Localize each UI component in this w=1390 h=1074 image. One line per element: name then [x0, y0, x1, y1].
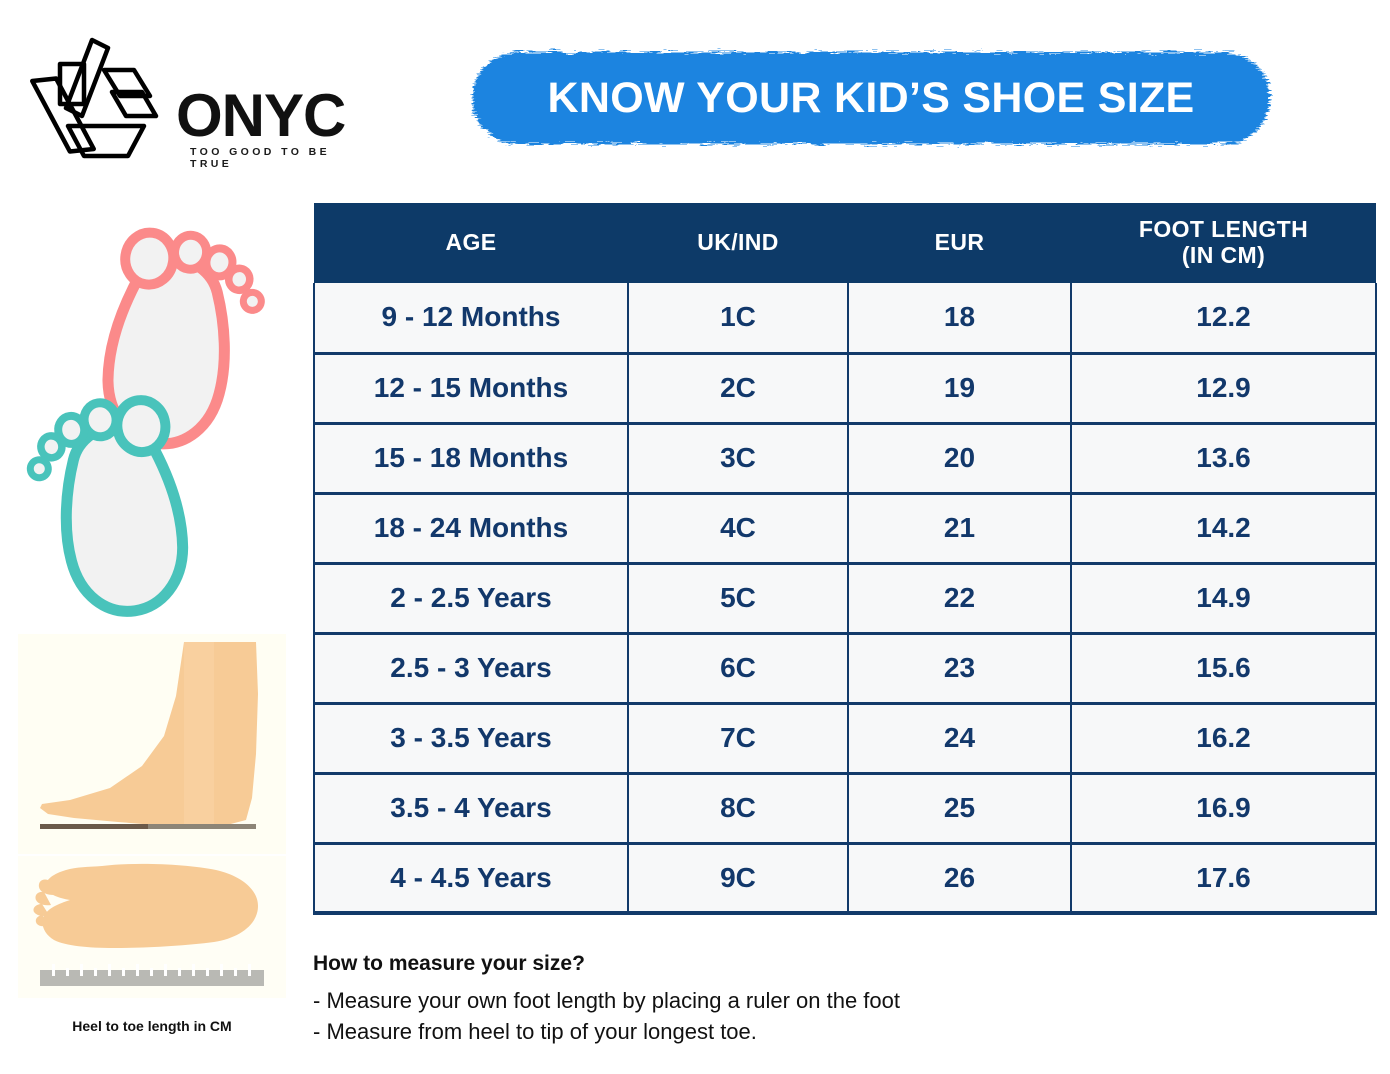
cell-length: 12.9 [1071, 353, 1377, 425]
cell-age: 18 - 24 Months [313, 493, 629, 565]
ruler-icon [40, 964, 264, 986]
cell-age: 15 - 18 Months [313, 423, 629, 495]
column-header-foot-length-unit: (IN CM) [1181, 242, 1266, 268]
cell-uk: 2C [628, 353, 849, 425]
cell-eur: 25 [848, 773, 1072, 845]
cell-uk: 8C [628, 773, 849, 845]
footprint-pink-icon [102, 227, 265, 450]
column-header-foot-length-label: FOOT LENGTH [1138, 216, 1309, 243]
table-row: 2 - 2.5 Years 5C 22 14.9 [313, 563, 1377, 635]
baby-footprints-illustration [18, 218, 288, 633]
cell-length: 14.9 [1071, 563, 1377, 635]
cell-length: 16.2 [1071, 703, 1377, 775]
cell-eur: 24 [848, 703, 1072, 775]
cell-length: 17.6 [1071, 843, 1377, 915]
logo-tagline: TOO GOOD TO BE TRUE [190, 146, 330, 170]
cell-age: 12 - 15 Months [313, 353, 629, 425]
cell-eur: 23 [848, 633, 1072, 705]
foot-outline-icon [33, 863, 258, 948]
table-header-row: AGE UK/IND EUR FOOT LENGTH (IN CM) [314, 203, 1376, 283]
cell-uk: 4C [628, 493, 849, 565]
column-header-uk-ind-label: UK/IND [697, 229, 779, 256]
table-row: 18 - 24 Months 4C 21 14.2 [313, 493, 1377, 565]
table-row: 2.5 - 3 Years 6C 23 15.6 [313, 633, 1377, 705]
table-row: 4 - 4.5 Years 9C 26 17.6 [313, 843, 1377, 915]
cell-age: 2 - 2.5 Years [313, 563, 629, 635]
cell-length: 15.6 [1071, 633, 1377, 705]
column-header-age: AGE [314, 203, 628, 283]
column-header-uk-ind: UK/IND [628, 203, 848, 283]
cell-eur: 21 [848, 493, 1072, 565]
cell-length: 14.2 [1071, 493, 1377, 565]
cell-age: 3.5 - 4 Years [313, 773, 629, 845]
footprint-teal-icon [26, 395, 189, 617]
instructions-heading: How to measure your size? [313, 952, 585, 975]
column-header-eur-label: EUR [934, 229, 985, 256]
logo-wordmark: ONYC [176, 82, 346, 149]
cell-uk: 1C [628, 283, 849, 355]
table-row: 12 - 15 Months 2C 19 12.9 [313, 353, 1377, 425]
cell-age: 9 - 12 Months [313, 283, 629, 355]
ruler-caption: Heel to toe length in CM [72, 1018, 232, 1034]
page-title: KNOW YOUR KID’S SHOE SIZE [547, 73, 1195, 122]
measurement-instructions: How to measure your size? - Measure your… [313, 952, 1213, 1047]
cell-length: 12.2 [1071, 283, 1377, 355]
cell-age: 4 - 4.5 Years [313, 843, 629, 915]
cell-eur: 18 [848, 283, 1072, 355]
foot-side-view-illustration [18, 634, 286, 854]
title-banner: KNOW YOUR KID’S SHOE SIZE [462, 44, 1280, 152]
column-header-eur: EUR [848, 203, 1071, 283]
foot-top-view-and-ruler-illustration [18, 856, 286, 998]
cell-length: 13.6 [1071, 423, 1377, 495]
cell-age: 3 - 3.5 Years [313, 703, 629, 775]
table-row: 9 - 12 Months 1C 18 12.2 [313, 283, 1377, 355]
banner-brushstroke-icon [472, 52, 1270, 144]
cell-uk: 7C [628, 703, 849, 775]
shoe-size-table: AGE UK/IND EUR FOOT LENGTH (IN CM) 9 - 1… [313, 203, 1377, 915]
cell-age: 2.5 - 3 Years [313, 633, 629, 705]
cell-eur: 26 [848, 843, 1072, 915]
cell-eur: 20 [848, 423, 1072, 495]
table-row: 15 - 18 Months 3C 20 13.6 [313, 423, 1377, 495]
cell-uk: 5C [628, 563, 849, 635]
brand-logo: ONYC TOO GOOD TO BE TRUE [28, 28, 368, 170]
cell-uk: 9C [628, 843, 849, 915]
onyc-monogram-icon [30, 30, 170, 175]
table-row: 3 - 3.5 Years 7C 24 16.2 [313, 703, 1377, 775]
table-row: 3.5 - 4 Years 8C 25 16.9 [313, 773, 1377, 845]
cell-uk: 6C [628, 633, 849, 705]
cell-uk: 3C [628, 423, 849, 495]
cell-length: 16.9 [1071, 773, 1377, 845]
instruction-line-2: - Measure from heel to tip of your longe… [313, 1019, 757, 1045]
cell-eur: 19 [848, 353, 1072, 425]
column-header-foot-length: FOOT LENGTH (IN CM) [1071, 203, 1376, 283]
column-header-age-label: AGE [445, 229, 497, 256]
cell-eur: 22 [848, 563, 1072, 635]
instruction-line-1: - Measure your own foot length by placin… [313, 988, 901, 1013]
